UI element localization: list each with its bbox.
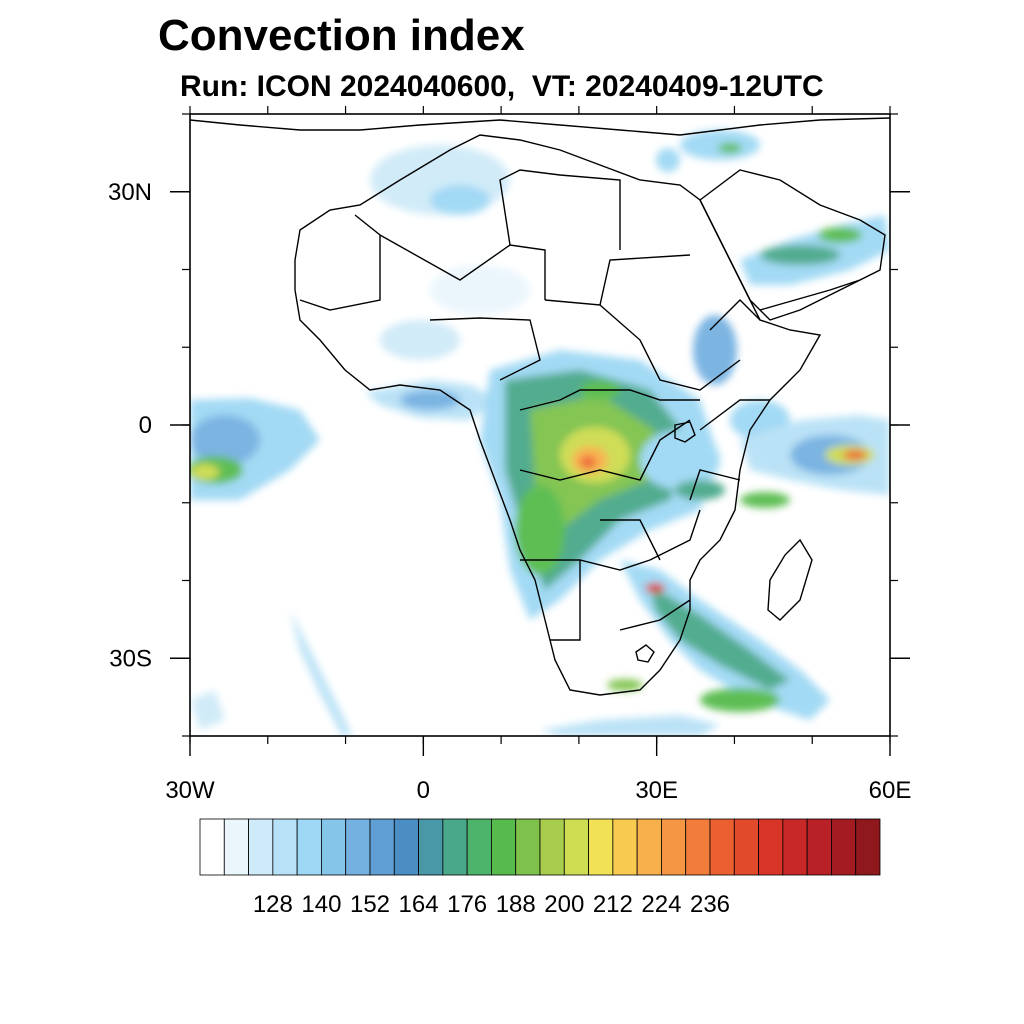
x-tick-label: 60E — [869, 777, 912, 804]
colorbar-swatch — [248, 818, 274, 876]
colorbar-swatch — [515, 818, 541, 876]
colorbar-swatch — [563, 818, 589, 876]
colorbar-swatch — [661, 818, 687, 876]
colorbar-label: 152 — [350, 891, 390, 918]
colorbar-swatch — [393, 818, 419, 876]
colorbar-swatch — [491, 818, 517, 876]
colorbar-swatch — [321, 818, 347, 876]
colorbar-swatch — [733, 818, 759, 876]
chart-title: Convection index — [158, 11, 525, 60]
coastlines — [190, 117, 890, 696]
colorbar-label: 188 — [496, 891, 536, 918]
x-tick-label: 0 — [417, 777, 430, 804]
y-tick-label: 30N — [108, 179, 152, 206]
colorbar-swatch — [223, 818, 249, 876]
colorbar-label: 164 — [399, 891, 439, 918]
colorbar-swatch — [588, 818, 614, 876]
colorbar-swatch — [442, 818, 468, 876]
chart-subtitle: Run: ICON 2024040600, VT: 20240409-12UTC — [180, 70, 824, 103]
colorbar-swatch — [296, 818, 322, 876]
x-tick-label: 30E — [635, 777, 678, 804]
colorbar-label: 236 — [690, 891, 730, 918]
colorbar-swatch — [345, 818, 371, 876]
map-axes: 30W 0 30E 60E 30N 0 30S — [108, 106, 911, 804]
colorbar-swatch — [758, 818, 784, 876]
colorbar-label: 212 — [593, 891, 633, 918]
y-tick-label: 30S — [109, 645, 152, 672]
x-tick-label: 30W — [165, 777, 215, 804]
colorbar-label: 200 — [544, 891, 584, 918]
colorbar-swatch — [272, 818, 298, 876]
colorbar-swatch — [418, 818, 444, 876]
colorbar: 128 140 152 164 176 188 200 212 224 236 — [199, 818, 881, 918]
colorbar-swatch — [369, 818, 395, 876]
colorbar-label: 128 — [253, 891, 293, 918]
colorbar-swatch — [539, 818, 565, 876]
colorbar-swatch — [685, 818, 711, 876]
colorbar-swatch — [831, 818, 857, 876]
colorbar-swatch — [782, 818, 808, 876]
colorbar-label: 176 — [447, 891, 487, 918]
colorbar-swatch — [709, 818, 735, 876]
colorbar-swatch — [636, 818, 662, 876]
colorbar-label: 224 — [641, 891, 681, 918]
colorbar-swatch — [612, 818, 638, 876]
colorbar-label: 140 — [301, 891, 341, 918]
colorbar-swatch — [806, 818, 832, 876]
colorbar-swatch — [855, 818, 881, 876]
convection-field — [190, 130, 890, 736]
colorbar-swatch — [199, 818, 225, 876]
colorbar-swatch — [466, 818, 492, 876]
y-tick-label: 0 — [139, 412, 152, 439]
